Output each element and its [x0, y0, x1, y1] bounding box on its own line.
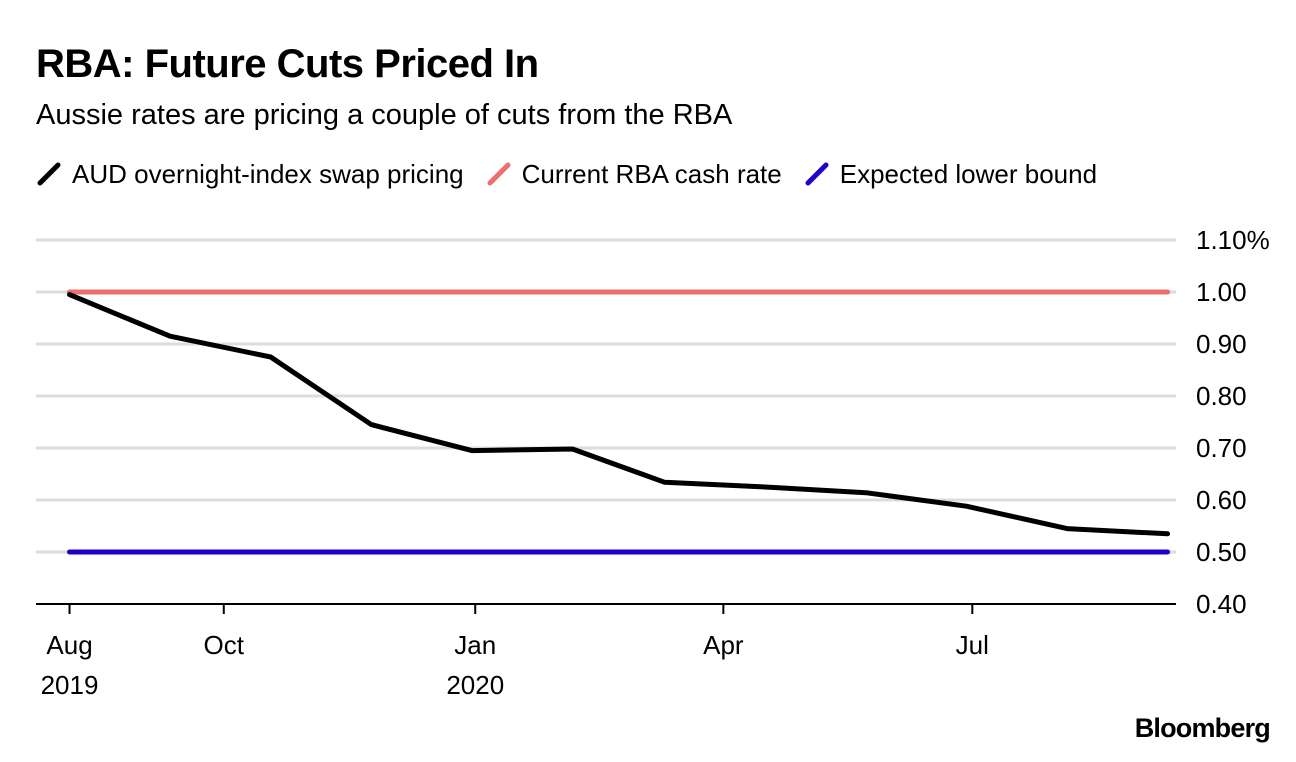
y-tick-label-2: 0.90 — [1196, 329, 1247, 359]
series-line-0 — [67, 292, 1171, 537]
legend-label-swap: AUD overnight-index swap pricing — [72, 158, 464, 189]
y-tick-label-1: 1.00 — [1196, 277, 1247, 307]
legend-swatch-swap-line — [37, 162, 61, 186]
x-tick-label-1: Oct — [204, 630, 245, 660]
line-chart: 1.10% 1.00 0.90 0.80 0.70 0.60 0.50 0.40 Aug 2019… — [36, 225, 1270, 700]
y-tick-label-3: 0.80 — [1196, 381, 1247, 411]
legend-swatch-cash-rate — [486, 161, 512, 187]
x-tick-label-0: Aug — [46, 630, 92, 660]
chart-title: RBA: Future Cuts Priced In — [36, 42, 539, 86]
y-tick-label-7: 0.40 — [1196, 589, 1247, 619]
y-tick-label-0: 1.10% — [1196, 225, 1270, 255]
chart-subtitle: Aussie rates are pricing a couple of cut… — [36, 99, 733, 131]
x-tick-sublabel-2: 2020 — [446, 670, 504, 700]
legend-swatch-swap — [36, 161, 62, 187]
bloomberg-logo: Bloomberg — [1134, 713, 1271, 743]
legend-item-cash-rate: Current RBA cash rate — [486, 159, 782, 190]
x-tick-label-4: Jul — [956, 630, 989, 660]
legend: AUD overnight-index swap pricing Current… — [36, 156, 1119, 192]
y-tick-label-4: 0.70 — [1196, 433, 1247, 463]
legend-swatch-cash-rate-line — [487, 162, 511, 186]
y-tick-label-5: 0.60 — [1196, 485, 1247, 515]
x-tick-label-2: Jan — [454, 630, 496, 660]
legend-swatch-lower-bound-line — [805, 162, 829, 186]
legend-label-lower-bound: Expected lower bound — [839, 158, 1098, 189]
x-tick-sublabel-0: 2019 — [41, 670, 99, 700]
legend-swatch-lower-bound — [804, 161, 830, 187]
legend-label-cash-rate: Current RBA cash rate — [521, 158, 782, 189]
legend-item-swap: AUD overnight-index swap pricing — [36, 159, 464, 190]
legend-item-lower-bound: Expected lower bound — [804, 159, 1097, 190]
y-tick-label-6: 0.50 — [1196, 537, 1247, 567]
x-tick-label-3: Apr — [703, 630, 744, 660]
